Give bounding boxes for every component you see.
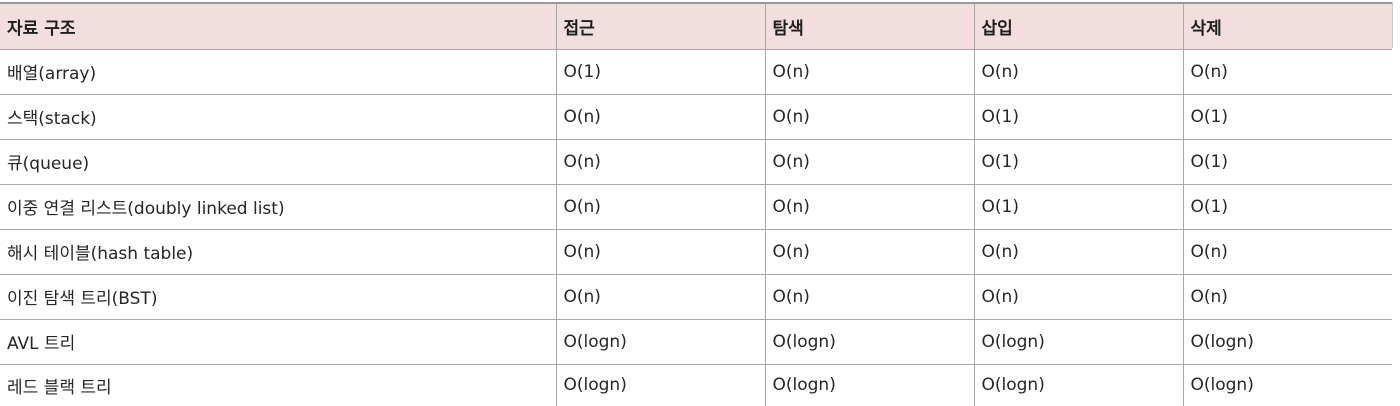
cell-delete: O(1) [1183,94,1392,140]
cell-structure: 스택(stack) [0,94,557,140]
table-row: AVL 트리 O(logn) O(logn) O(logn) O(logn) [0,319,1392,365]
cell-search: O(n) [765,229,975,275]
cell-structure: 레드 블랙 트리 [0,364,557,406]
cell-access: O(logn) [556,364,766,406]
cell-search: O(logn) [765,364,975,406]
cell-insert: O(logn) [974,364,1184,406]
cell-search: O(n) [765,139,975,185]
cell-delete: O(n) [1183,49,1392,95]
cell-structure: 해시 테이블(hash table) [0,229,557,275]
cell-access: O(1) [556,49,766,95]
table-row: 이진 탐색 트리(BST) O(n) O(n) O(n) O(n) [0,274,1392,320]
cell-structure: 큐(queue) [0,139,557,185]
header-data-structure: 자료 구조 [0,2,557,50]
cell-access: O(n) [556,274,766,320]
cell-access: O(logn) [556,319,766,365]
cell-delete: O(logn) [1183,319,1392,365]
cell-insert: O(n) [974,229,1184,275]
cell-access: O(n) [556,94,766,140]
cell-structure: AVL 트리 [0,319,557,365]
cell-delete: O(1) [1183,184,1392,230]
header-insert: 삽입 [974,2,1184,50]
table-row: 배열(array) O(1) O(n) O(n) O(n) [0,49,1392,95]
header-search: 탐색 [765,2,975,50]
cell-search: O(n) [765,184,975,230]
cell-access: O(n) [556,184,766,230]
table-row: 큐(queue) O(n) O(n) O(1) O(1) [0,139,1392,185]
cell-search: O(logn) [765,319,975,365]
cell-structure: 이중 연결 리스트(doubly linked list) [0,184,557,230]
cell-access: O(n) [556,139,766,185]
cell-insert: O(n) [974,49,1184,95]
cell-delete: O(n) [1183,229,1392,275]
cell-access: O(n) [556,229,766,275]
table-row: 스택(stack) O(n) O(n) O(1) O(1) [0,94,1392,140]
cell-search: O(n) [765,94,975,140]
cell-insert: O(1) [974,94,1184,140]
header-delete: 삭제 [1183,2,1392,50]
table-row: 해시 테이블(hash table) O(n) O(n) O(n) O(n) [0,229,1392,275]
cell-search: O(n) [765,49,975,95]
cell-insert: O(logn) [974,319,1184,365]
cell-structure: 이진 탐색 트리(BST) [0,274,557,320]
cell-insert: O(1) [974,184,1184,230]
header-access: 접근 [556,2,766,50]
table-row: 레드 블랙 트리 O(logn) O(logn) O(logn) O(logn) [0,364,1392,406]
table-row: 이중 연결 리스트(doubly linked list) O(n) O(n) … [0,184,1392,230]
table-right-edge [1392,2,1393,48]
cell-insert: O(1) [974,139,1184,185]
header-row: 자료 구조 접근 탐색 삽입 삭제 [0,2,1392,50]
cell-insert: O(n) [974,274,1184,320]
cell-structure: 배열(array) [0,49,557,95]
cell-search: O(n) [765,274,975,320]
cell-delete: O(logn) [1190,375,1254,396]
cell-delete: O(1) [1183,139,1392,185]
cell-delete: O(n) [1183,274,1392,320]
